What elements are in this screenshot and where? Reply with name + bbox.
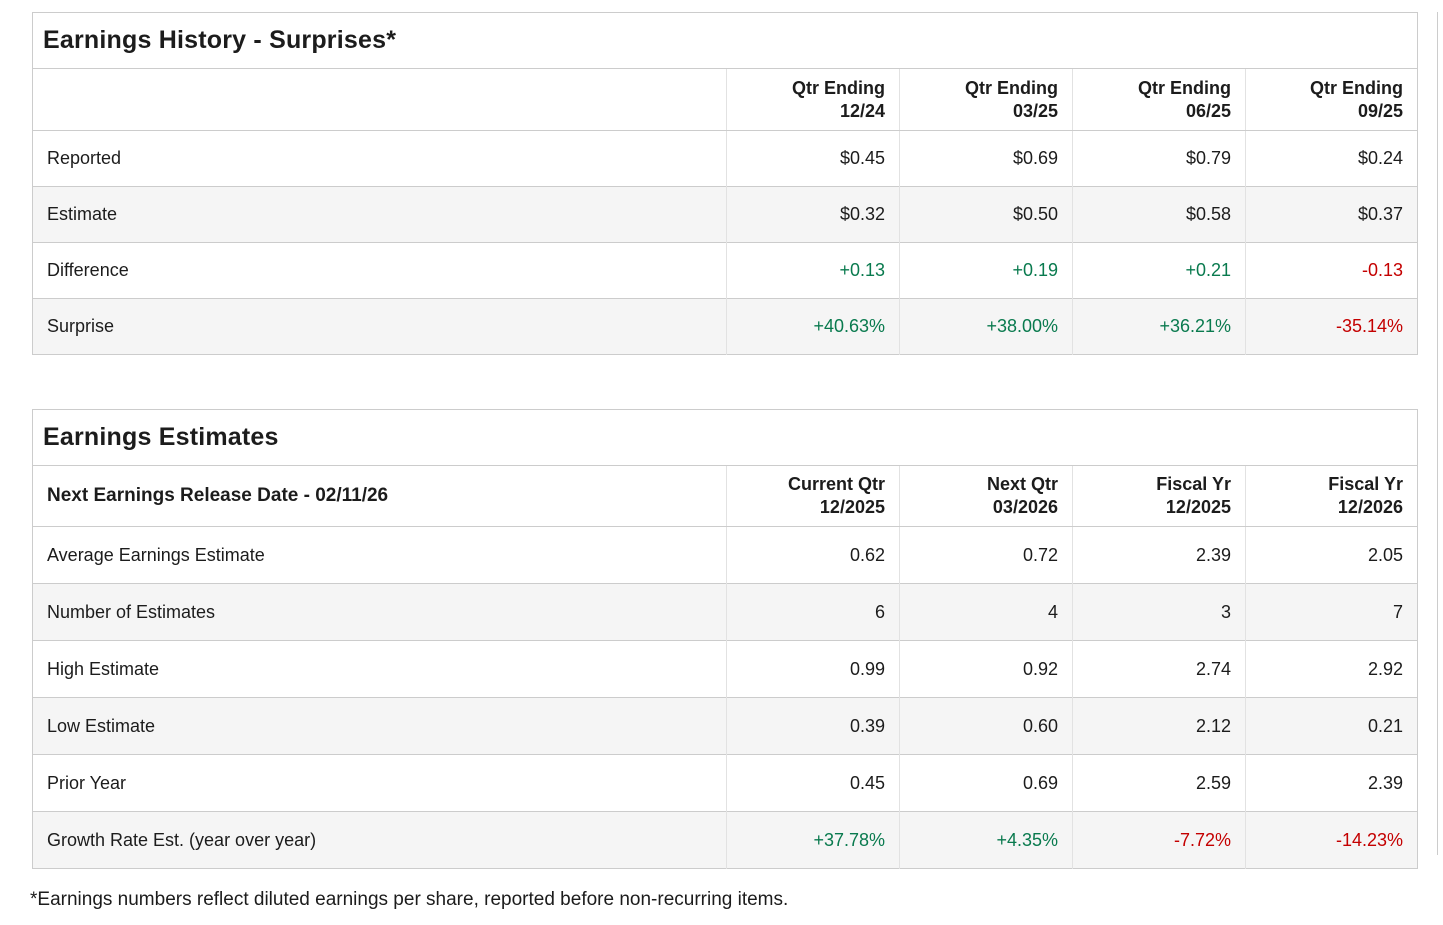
row-label: Number of Estimates [32, 583, 727, 641]
cell-value: 0.62 [726, 526, 900, 584]
cell-value-negative: -0.13 [1245, 242, 1418, 299]
cell-value-negative: -7.72% [1072, 811, 1246, 869]
table-header-row: Next Earnings Release Date - 02/11/26 Cu… [32, 465, 1418, 527]
cell-value: $0.58 [1072, 186, 1246, 243]
cell-value: 2.74 [1072, 640, 1246, 698]
cell-value: $0.32 [726, 186, 900, 243]
row-label: Difference [32, 242, 727, 299]
cell-value: 0.72 [899, 526, 1073, 584]
cell-value: 0.21 [1245, 697, 1418, 755]
column-header-fiscal-yr-1: Fiscal Yr 12/2025 [1072, 465, 1246, 527]
cell-value: 0.39 [726, 697, 900, 755]
column-header-qtr-2: Qtr Ending 03/25 [899, 68, 1073, 131]
cell-value-positive: +0.19 [899, 242, 1073, 299]
table-row-prior-year: Prior Year 0.45 0.69 2.59 2.39 [32, 754, 1418, 812]
row-label: Reported [32, 130, 727, 187]
cell-value: 2.39 [1072, 526, 1246, 584]
table-row-estimate: Estimate $0.32 $0.50 $0.58 $0.37 [32, 186, 1418, 243]
cell-value-positive: +40.63% [726, 298, 900, 355]
cell-value: 0.69 [899, 754, 1073, 812]
cell-value: $0.50 [899, 186, 1073, 243]
cell-value: $0.69 [899, 130, 1073, 187]
column-header-next-qtr: Next Qtr 03/2026 [899, 465, 1073, 527]
table-row-difference: Difference +0.13 +0.19 +0.21 -0.13 [32, 242, 1418, 299]
row-label: High Estimate [32, 640, 727, 698]
cell-value: 2.12 [1072, 697, 1246, 755]
cell-value: 2.92 [1245, 640, 1418, 698]
cell-value: $0.37 [1245, 186, 1418, 243]
column-header-fiscal-yr-2: Fiscal Yr 12/2026 [1245, 465, 1418, 527]
cell-value: $0.79 [1072, 130, 1246, 187]
table-row-number-of-estimates: Number of Estimates 6 4 3 7 [32, 583, 1418, 641]
cell-value: 2.59 [1072, 754, 1246, 812]
column-header-current-qtr: Current Qtr 12/2025 [726, 465, 900, 527]
table-title-row: Earnings Estimates [32, 409, 1418, 466]
column-header-qtr-4: Qtr Ending 09/25 [1245, 68, 1418, 131]
cell-value: 0.99 [726, 640, 900, 698]
table-row-growth-rate: Growth Rate Est. (year over year) +37.78… [32, 811, 1418, 869]
row-label: Surprise [32, 298, 727, 355]
next-earnings-release-date: Next Earnings Release Date - 02/11/26 [32, 465, 727, 527]
earnings-history-card: Earnings History - Surprises* Qtr Ending… [32, 12, 1418, 355]
table-row-average-estimate: Average Earnings Estimate 0.62 0.72 2.39… [32, 526, 1418, 584]
cell-value: 2.05 [1245, 526, 1418, 584]
cell-value-negative: -14.23% [1245, 811, 1418, 869]
table-title-row: Earnings History - Surprises* [32, 12, 1418, 69]
cell-value: 3 [1072, 583, 1246, 641]
cell-value: 0.60 [899, 697, 1073, 755]
cell-value: 6 [726, 583, 900, 641]
table-header-row: Qtr Ending 12/24 Qtr Ending 03/25 Qtr En… [32, 68, 1418, 131]
row-label: Estimate [32, 186, 727, 243]
earnings-estimates-card: Earnings Estimates Next Earnings Release… [32, 409, 1418, 869]
table-row-reported: Reported $0.45 $0.69 $0.79 $0.24 [32, 130, 1418, 187]
column-header-qtr-3: Qtr Ending 06/25 [1072, 68, 1246, 131]
cell-value-negative: -35.14% [1245, 298, 1418, 355]
cell-value: 4 [899, 583, 1073, 641]
earnings-history-table: Earnings History - Surprises* Qtr Ending… [32, 12, 1418, 355]
row-label: Average Earnings Estimate [32, 526, 727, 584]
earnings-estimates-table: Earnings Estimates Next Earnings Release… [32, 409, 1418, 869]
table-row-surprise: Surprise +40.63% +38.00% +36.21% -35.14% [32, 298, 1418, 355]
cell-value-positive: +0.13 [726, 242, 900, 299]
cell-value-positive: +38.00% [899, 298, 1073, 355]
row-label: Prior Year [32, 754, 727, 812]
cell-value-positive: +36.21% [1072, 298, 1246, 355]
cell-value: $0.45 [726, 130, 900, 187]
table-row-high-estimate: High Estimate 0.99 0.92 2.74 2.92 [32, 640, 1418, 698]
table-row-low-estimate: Low Estimate 0.39 0.60 2.12 0.21 [32, 697, 1418, 755]
cell-value: 2.39 [1245, 754, 1418, 812]
adjacent-panel-edge [1437, 12, 1443, 855]
cell-value: 0.92 [899, 640, 1073, 698]
cell-value-positive: +0.21 [1072, 242, 1246, 299]
header-spacer-cell [32, 68, 727, 131]
column-header-qtr-1: Qtr Ending 12/24 [726, 68, 900, 131]
row-label: Growth Rate Est. (year over year) [32, 811, 727, 869]
cell-value: 0.45 [726, 754, 900, 812]
row-label: Low Estimate [32, 697, 727, 755]
earnings-estimates-title: Earnings Estimates [32, 409, 1418, 466]
cell-value: $0.24 [1245, 130, 1418, 187]
cell-value-positive: +4.35% [899, 811, 1073, 869]
cell-value-positive: +37.78% [726, 811, 900, 869]
cell-value: 7 [1245, 583, 1418, 641]
earnings-footnote: *Earnings numbers reflect diluted earnin… [30, 889, 789, 910]
earnings-history-title: Earnings History - Surprises* [32, 12, 1418, 69]
